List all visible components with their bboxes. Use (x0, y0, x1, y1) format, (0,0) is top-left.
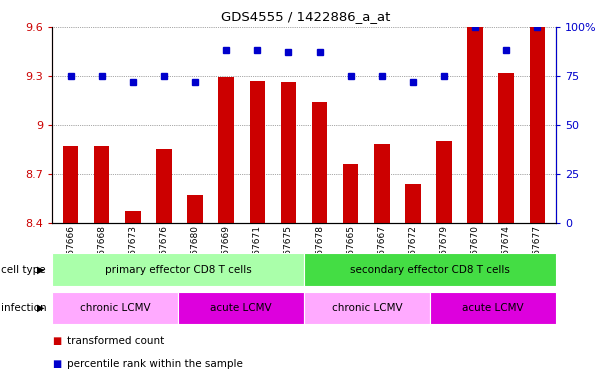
Text: acute LCMV: acute LCMV (462, 303, 524, 313)
Text: ▶: ▶ (37, 303, 44, 313)
Bar (156, 149, 172, 223)
Bar (312, 102, 327, 223)
Bar (218, 78, 234, 223)
Bar (280, 82, 296, 223)
Text: ■: ■ (52, 336, 61, 346)
Bar (304, 292, 430, 324)
Bar (304, 253, 556, 286)
Text: cell type: cell type (1, 265, 45, 275)
Text: chronic LCMV: chronic LCMV (79, 303, 150, 313)
Text: chronic LCMV: chronic LCMV (332, 303, 402, 313)
Bar (436, 141, 452, 223)
Text: ■: ■ (52, 359, 61, 369)
Text: GDS4555 / 1422886_a_at: GDS4555 / 1422886_a_at (221, 10, 390, 23)
Bar (430, 292, 556, 324)
Bar (249, 81, 265, 223)
Bar (188, 195, 203, 223)
Bar (405, 184, 420, 223)
Bar (52, 253, 304, 286)
Bar (499, 73, 514, 223)
Text: infection: infection (1, 303, 46, 313)
Bar (178, 292, 304, 324)
Bar (467, 27, 483, 223)
Text: secondary effector CD8 T cells: secondary effector CD8 T cells (350, 265, 510, 275)
Bar (530, 27, 545, 223)
Bar (52, 292, 178, 324)
Text: ▶: ▶ (37, 265, 44, 275)
Text: transformed count: transformed count (67, 336, 164, 346)
Text: percentile rank within the sample: percentile rank within the sample (67, 359, 243, 369)
Bar (94, 146, 109, 223)
Text: primary effector CD8 T cells: primary effector CD8 T cells (104, 265, 251, 275)
Text: acute LCMV: acute LCMV (210, 303, 272, 313)
Bar (63, 146, 78, 223)
Bar (125, 211, 141, 223)
Bar (343, 164, 359, 223)
Bar (374, 144, 390, 223)
